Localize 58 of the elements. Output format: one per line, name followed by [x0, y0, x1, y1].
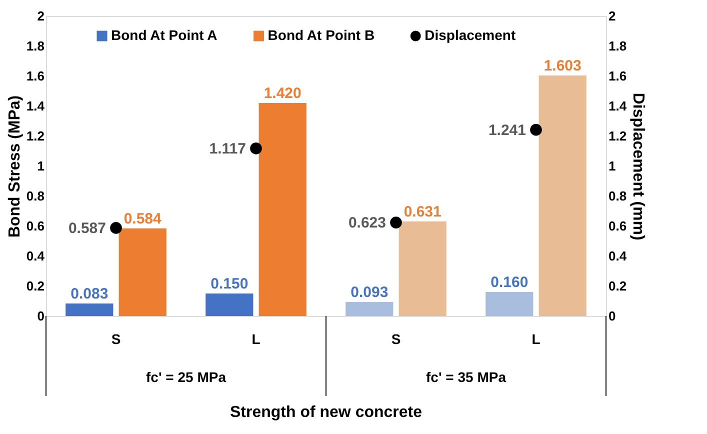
bar [258, 103, 306, 316]
y-tick-label: 1.2 [26, 128, 44, 144]
y2-tick-label: 1.6 [608, 68, 627, 84]
data-label: 0.093 [350, 284, 388, 302]
y-tick-label: 0.6 [26, 218, 44, 234]
x-axis-title: Strength of new concrete [230, 404, 422, 421]
y2-tick-label: 1.2 [608, 128, 627, 144]
data-label: 1.603 [544, 58, 582, 75]
point [110, 222, 122, 234]
legend-label: Displacement [424, 27, 516, 43]
bar [486, 292, 534, 316]
point [250, 142, 262, 154]
y2-tick-label: 0.6 [608, 218, 627, 234]
y-axis-title: Bond Stress (MPa) [6, 95, 24, 238]
x-tick-label: L [252, 331, 261, 347]
bar [66, 304, 114, 316]
y-tick-label: 1.4 [26, 98, 46, 114]
bar [118, 228, 166, 316]
y-tick-label: 0 [37, 308, 44, 324]
y-tick-label: 1.6 [26, 68, 44, 84]
y-tick-label: 2 [37, 8, 44, 24]
legend-label: Bond At Point A [111, 27, 218, 43]
y-tick-label: 0.8 [26, 188, 44, 204]
y-tick-label: 1.8 [26, 38, 44, 54]
text: fc' = 25 MPa [146, 369, 226, 385]
y2-tick-label: 1.4 [608, 98, 628, 114]
y2-tick-label: 0.8 [608, 188, 627, 204]
data-label: 0.150 [210, 276, 248, 292]
bar [398, 221, 446, 316]
bar [206, 294, 254, 316]
y-tick-label: 0.2 [26, 278, 44, 294]
x-tick-label: S [111, 331, 121, 347]
data-label: 0.623 [348, 214, 386, 232]
data-label: 1.241 [488, 122, 526, 139]
point [390, 216, 402, 228]
bar [538, 76, 586, 316]
legend-label: Bond At Point B [268, 27, 375, 43]
x-tick-label: L [532, 331, 541, 347]
data-label: 1.117 [209, 140, 246, 158]
data-label: 1.420 [264, 85, 302, 102]
data-label: 0.160 [490, 274, 528, 291]
x-tick-label: S [391, 331, 401, 347]
y-tick-label: 0.4 [26, 248, 46, 264]
y2-tick-label: 2 [608, 8, 616, 24]
y2-tick-label: 0.4 [608, 248, 628, 264]
data-label: 0.631 [404, 203, 442, 220]
text: fc' = 35 MPa [426, 369, 506, 385]
data-label: 0.083 [70, 286, 108, 303]
point [530, 124, 542, 136]
data-label: 0.584 [124, 210, 162, 228]
y2-tick-label: 0 [608, 308, 616, 324]
y2-tick-label: 1 [608, 158, 616, 174]
data-label: 0.587 [68, 220, 106, 237]
y2-tick-label: 0.2 [608, 278, 627, 294]
bar [346, 302, 394, 316]
y2-tick-label: 1.8 [608, 38, 627, 54]
y-tick-label: 1 [37, 158, 44, 174]
y2-axis-title: Displacement (mm) [630, 92, 647, 240]
